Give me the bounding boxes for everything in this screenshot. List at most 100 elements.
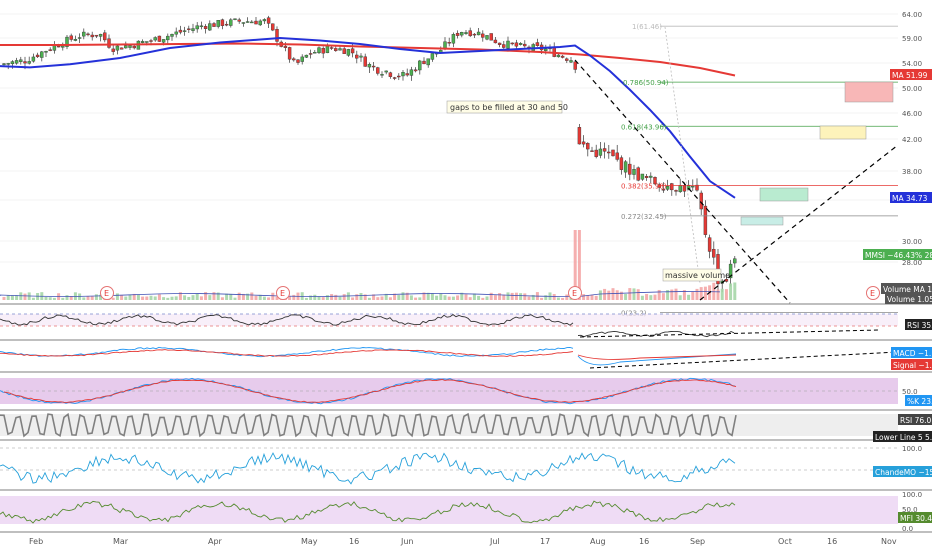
volume-bar bbox=[325, 295, 329, 300]
volume-bar bbox=[502, 294, 506, 300]
fib-label: 0.272(32.45) bbox=[621, 213, 667, 221]
candle bbox=[728, 263, 733, 279]
candle bbox=[174, 31, 178, 35]
candle bbox=[27, 61, 31, 64]
volume-badge: Volume 1.052M bbox=[885, 293, 932, 304]
gap-box bbox=[844, 81, 894, 103]
volume-bar bbox=[178, 292, 182, 300]
massive-volume-note: massive volume bbox=[665, 271, 730, 280]
close-price-badge-bg bbox=[863, 249, 932, 260]
candle bbox=[468, 30, 472, 37]
volume-bar bbox=[418, 297, 422, 300]
volume-bar bbox=[380, 296, 384, 300]
volume-bar bbox=[90, 296, 94, 300]
candle bbox=[565, 58, 569, 61]
candle bbox=[73, 39, 78, 41]
candle bbox=[229, 19, 233, 26]
cmo-badge-bg bbox=[873, 466, 932, 477]
candle bbox=[560, 55, 565, 58]
candle bbox=[342, 48, 346, 54]
candle bbox=[161, 39, 166, 43]
ma-blue-line bbox=[0, 36, 736, 199]
lower-line-badge-text: Lower Line 5 5.00 bbox=[875, 433, 932, 442]
volume-bar bbox=[653, 294, 657, 300]
rsi-badge-bg bbox=[905, 319, 932, 330]
candle bbox=[359, 55, 363, 58]
candle bbox=[338, 48, 342, 51]
volume-bar bbox=[65, 295, 69, 300]
volume-bar bbox=[355, 294, 359, 300]
candle bbox=[472, 33, 477, 36]
candle bbox=[636, 167, 640, 181]
volume-bar bbox=[124, 296, 128, 300]
volume-bar bbox=[241, 293, 245, 300]
y-tick-label: 59.00 bbox=[902, 35, 922, 43]
volume-bar bbox=[695, 288, 699, 300]
volume-bar bbox=[10, 295, 14, 300]
time-axis: Feb Mar Apr May 16 Jun Jul 17 Aug 16 Sep Oct 16 Nov bbox=[0, 531, 932, 546]
macd-badge-bg bbox=[891, 347, 932, 358]
gap-box bbox=[759, 187, 809, 202]
candle bbox=[670, 183, 674, 191]
candle bbox=[510, 42, 514, 45]
volume-bar bbox=[544, 295, 548, 300]
volume-bar bbox=[716, 289, 720, 300]
candle bbox=[103, 32, 107, 41]
volume-bar bbox=[645, 294, 649, 300]
x-tick-label: 16 bbox=[827, 537, 837, 546]
x-tick-label: May bbox=[301, 537, 318, 546]
volume-bar bbox=[607, 290, 611, 300]
candle bbox=[464, 32, 468, 34]
candle bbox=[733, 258, 737, 264]
close-price-badge-text: MMSI −46.43% 28.75 bbox=[865, 251, 932, 260]
candle bbox=[40, 51, 44, 58]
volume-bar bbox=[69, 296, 73, 300]
candle bbox=[94, 34, 99, 37]
volume-bar bbox=[472, 293, 476, 300]
close-price-badge: MMSI −46.43% 28.75 bbox=[863, 249, 932, 260]
candle bbox=[623, 161, 628, 173]
candle bbox=[216, 20, 220, 27]
candle bbox=[61, 45, 65, 48]
candle bbox=[69, 35, 73, 40]
volume-bar bbox=[691, 291, 695, 300]
stoch-k-line bbox=[0, 377, 736, 405]
volume-bar bbox=[519, 293, 523, 300]
volume-bar bbox=[393, 293, 397, 300]
x-tick-label: Aug bbox=[590, 537, 606, 546]
volume-bar bbox=[351, 297, 355, 300]
candle bbox=[48, 49, 52, 51]
gap-box bbox=[819, 125, 867, 140]
candle bbox=[569, 60, 573, 63]
volume-bar bbox=[15, 295, 19, 300]
candle bbox=[178, 29, 183, 33]
candle bbox=[611, 149, 615, 157]
volume-bar bbox=[435, 295, 439, 300]
candle bbox=[266, 17, 271, 24]
volume-bar bbox=[86, 296, 90, 300]
candle bbox=[430, 53, 435, 60]
candle bbox=[426, 58, 430, 66]
volume-bar bbox=[229, 293, 233, 300]
signal-badge: Signal −1.264 bbox=[891, 359, 932, 370]
candle bbox=[14, 60, 19, 64]
volume-bar bbox=[288, 296, 292, 300]
x-tick-label: 17 bbox=[540, 537, 550, 546]
fib-label: 0.618(43.96) bbox=[621, 123, 667, 131]
volume-bar bbox=[611, 288, 615, 300]
candle bbox=[363, 56, 367, 67]
volume-bar bbox=[439, 293, 443, 300]
y-tick-label: 64.00 bbox=[902, 11, 922, 19]
volume-bar bbox=[443, 295, 447, 300]
volume-ma-badge-bg bbox=[881, 283, 932, 294]
candle bbox=[632, 169, 636, 175]
volume-bar bbox=[149, 295, 153, 300]
volume-bar bbox=[31, 297, 35, 300]
candle bbox=[653, 177, 657, 185]
volume-bar bbox=[136, 294, 140, 300]
stoch-tick: 50.0 bbox=[902, 388, 918, 396]
volume-bar bbox=[586, 295, 590, 300]
volume-bar bbox=[405, 292, 409, 300]
candle bbox=[607, 151, 611, 154]
